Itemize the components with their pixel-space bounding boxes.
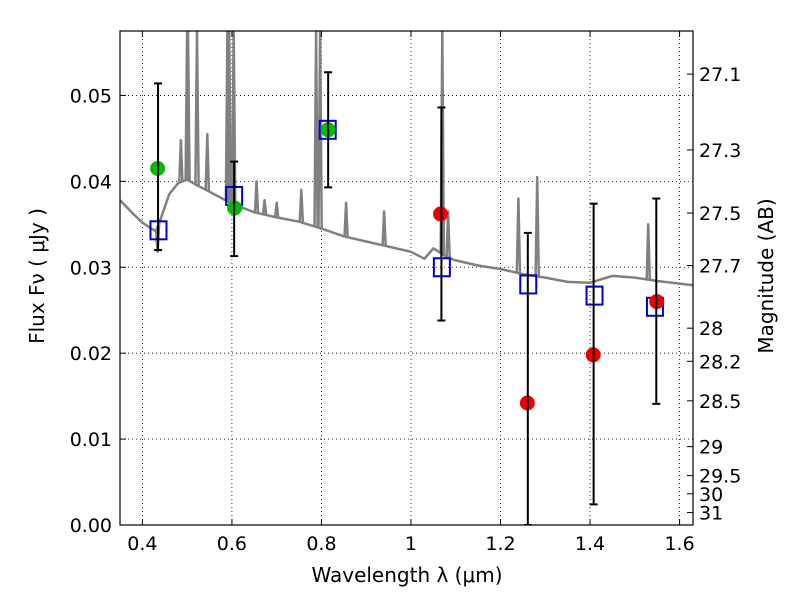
y-tick-label: 0.00 xyxy=(70,515,112,537)
x-tick-label: 0.6 xyxy=(217,533,247,555)
spectrum-emission-line xyxy=(230,31,237,206)
spectrum-emission-line xyxy=(253,180,260,214)
x-tick-label: 1 xyxy=(405,533,417,555)
x-tick-label: 1.2 xyxy=(485,533,515,555)
spectrum-emission-line xyxy=(645,223,652,280)
y-axis-label-right: Magnitude (AB) xyxy=(754,198,778,353)
spectrum-emission-line xyxy=(317,31,323,229)
right-tick-label: 27.1 xyxy=(699,64,741,86)
y-tick-label: 0.02 xyxy=(70,343,112,365)
spectrum-emission-line xyxy=(515,197,522,274)
y-axis-label-left: Flux Fν ( μJy ) xyxy=(25,208,49,344)
x-tick-label: 1.6 xyxy=(664,533,694,555)
right-tick-label: 27.7 xyxy=(699,256,741,278)
y-tick-label: 0.01 xyxy=(70,429,112,451)
right-tick-label: 28.5 xyxy=(699,391,741,413)
x-axis-label: Wavelength λ (μm) xyxy=(311,563,502,587)
y-tick-label: 0.03 xyxy=(70,257,112,279)
spectrum-emission-line xyxy=(261,198,268,216)
right-tick-label: 28 xyxy=(699,318,723,340)
y-tick-label: 0.04 xyxy=(70,171,112,193)
spectrum-emission-line xyxy=(534,175,541,277)
spectrum-emission-line xyxy=(343,201,349,238)
spectrum-emission-line xyxy=(185,31,191,182)
x-tick-label: 0.8 xyxy=(306,533,336,555)
axis-labels: Wavelength λ (μm) Flux Fν ( μJy ) Magnit… xyxy=(25,198,778,587)
spectrum-emission-line xyxy=(204,132,211,192)
right-tick-label: 29 xyxy=(699,437,723,459)
right-tick-label: 31 xyxy=(699,503,723,525)
right-tick-label: 27.5 xyxy=(699,203,741,225)
spectrum-emission-line xyxy=(178,138,184,183)
x-tick-label: 1.4 xyxy=(575,533,605,555)
spectrum-emission-line xyxy=(445,210,451,259)
spectrum-continuum xyxy=(120,178,693,287)
axes: 0.4 0.6 0.8 1 1.2 1.4 1.6 0.00 0.01 0.02 0.03 0.04 0… xyxy=(70,30,741,555)
plot-area xyxy=(120,31,693,525)
spectrum-emission-line xyxy=(313,31,319,228)
plot-frame xyxy=(119,30,694,526)
right-tick-label: 30 xyxy=(699,484,723,506)
right-tick-label: 28.2 xyxy=(699,351,741,373)
spectrum-emission-line xyxy=(226,31,233,204)
y-tick-label: 0.05 xyxy=(70,85,112,107)
right-tick-label: 29.5 xyxy=(699,466,741,488)
right-tick-label: 27.3 xyxy=(699,140,741,162)
spectrum-emission-line xyxy=(194,31,200,187)
spectrum-emission-line xyxy=(298,188,305,223)
spectrum-emission-line xyxy=(381,210,387,247)
spectrum-emission-line xyxy=(273,201,280,218)
x-tick-label: 0.4 xyxy=(127,533,157,555)
